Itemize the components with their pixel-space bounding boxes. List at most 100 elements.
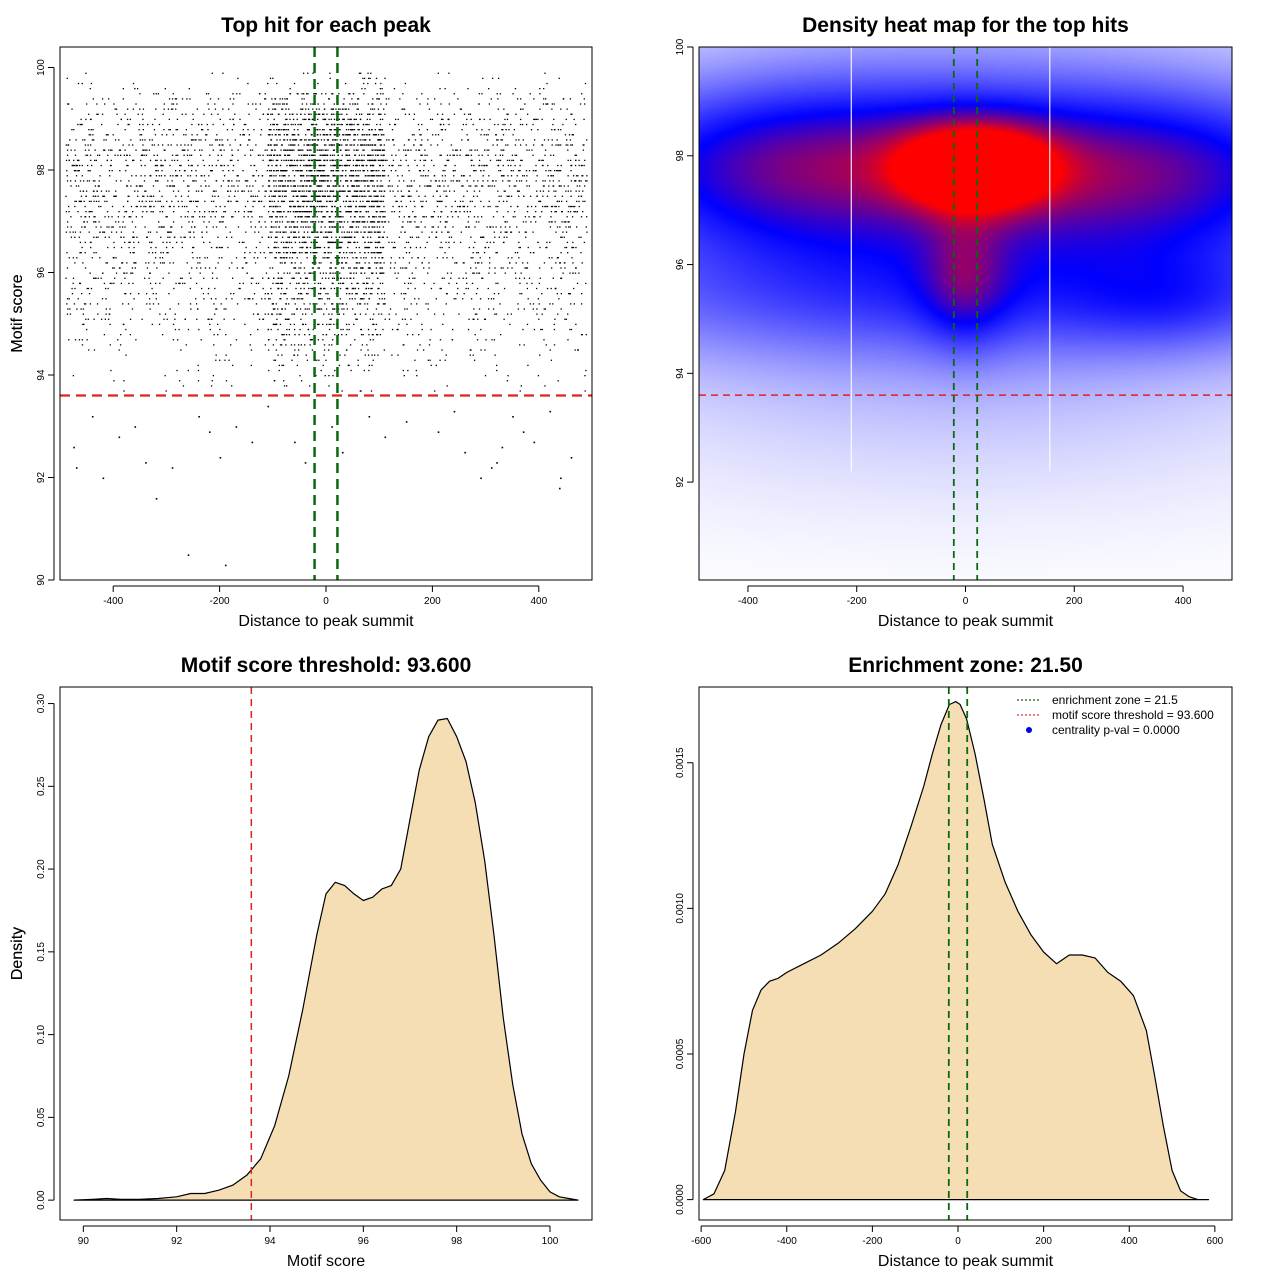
scatter-point <box>389 123 391 126</box>
scatter-point <box>194 139 196 141</box>
scatter-point <box>305 211 308 213</box>
scatter-point <box>352 200 355 203</box>
scatter-point <box>560 129 562 131</box>
scatter-point <box>312 216 314 218</box>
scatter-point <box>318 149 320 151</box>
scatter-point <box>502 175 505 177</box>
scatter-point <box>478 159 481 162</box>
scatter-point <box>318 164 321 167</box>
scatter-point <box>66 303 68 305</box>
scatter-point <box>307 144 309 146</box>
scatter-point <box>131 221 134 223</box>
scatter-point <box>95 159 97 162</box>
scatter-point <box>502 129 504 131</box>
scatter-point <box>468 185 470 187</box>
scatter-point <box>329 241 331 244</box>
scatter-point <box>420 200 422 203</box>
scatter-point <box>312 139 314 141</box>
scatter-point <box>160 226 162 228</box>
scatter-point <box>570 164 572 167</box>
scatter-point <box>519 390 521 392</box>
scatter-point <box>300 380 303 382</box>
scatter-point <box>319 190 322 192</box>
scatter-point <box>478 154 480 156</box>
scatter-point <box>274 359 277 361</box>
scatter-point <box>400 164 402 167</box>
scatter-point <box>362 170 364 172</box>
scatter-point <box>306 180 308 182</box>
scatter-point <box>319 149 321 151</box>
scatter-point <box>222 221 224 223</box>
scatter-point <box>555 211 557 213</box>
scatter-point <box>172 339 175 341</box>
scatter-point <box>574 180 576 182</box>
scatter-point <box>286 118 288 121</box>
scatter-point <box>283 385 286 387</box>
scatter-point <box>250 195 253 197</box>
scatter-point <box>311 123 313 126</box>
scatter-point <box>283 257 286 259</box>
scatter-point <box>270 205 272 208</box>
scatter-point <box>398 164 400 167</box>
scatter-point <box>344 180 347 182</box>
scatter-point <box>347 221 349 223</box>
scatter-point <box>568 205 570 208</box>
scatter-point <box>90 129 92 131</box>
scatter-point <box>128 241 130 244</box>
scatter-point <box>264 190 266 192</box>
scatter-point <box>282 241 285 244</box>
scatter-point <box>191 134 193 136</box>
scatter-point <box>510 313 513 315</box>
scatter-point <box>159 282 161 285</box>
scatter-point <box>465 123 467 126</box>
scatter-point <box>291 313 293 315</box>
scatter-point <box>190 164 192 167</box>
scatter-point <box>143 195 145 197</box>
scatter-point <box>95 252 97 254</box>
scatter-point <box>280 257 283 259</box>
scatter-point <box>193 180 195 182</box>
scatter-point <box>252 298 254 300</box>
scatter-point <box>375 154 377 156</box>
scatter-point <box>318 159 320 162</box>
scatter-point <box>357 129 359 131</box>
scatter-point <box>436 257 438 259</box>
scatter-point <box>345 144 347 146</box>
plot-background <box>60 47 592 580</box>
scatter-point <box>135 216 138 218</box>
scatter-point <box>516 226 518 228</box>
scatter-point <box>378 221 381 223</box>
scatter-point <box>427 308 429 310</box>
scatter-point <box>328 221 330 223</box>
scatter-point <box>496 144 498 146</box>
scatter-point <box>103 282 106 285</box>
scatter-point <box>371 205 373 208</box>
scatter-point <box>198 216 201 218</box>
scatter-point <box>72 375 75 377</box>
scatter-point <box>430 185 432 187</box>
scatter-point <box>308 216 311 218</box>
scatter-point <box>269 175 271 177</box>
scatter-point <box>159 257 161 259</box>
scatter-point <box>188 231 190 233</box>
scatter-point <box>241 241 244 244</box>
scatter-point <box>111 149 113 151</box>
scatter-point <box>458 313 460 315</box>
scatter-point <box>202 293 205 295</box>
scatter-point <box>280 200 283 203</box>
scatter-point <box>322 170 324 172</box>
scatter-point <box>169 262 171 264</box>
scatter-point <box>356 293 358 295</box>
scatter-point <box>431 226 433 228</box>
scatter-point <box>208 185 210 187</box>
scatter-point <box>331 282 333 285</box>
scatter-point <box>77 298 79 300</box>
scatter-point <box>146 236 149 238</box>
scatter-point <box>303 211 306 213</box>
scatter-point <box>552 154 555 156</box>
scatter-point <box>481 262 483 264</box>
scatter-point <box>367 328 370 331</box>
scatter-point <box>581 334 583 336</box>
scatter-point <box>275 231 277 233</box>
scatter-point <box>88 200 91 203</box>
